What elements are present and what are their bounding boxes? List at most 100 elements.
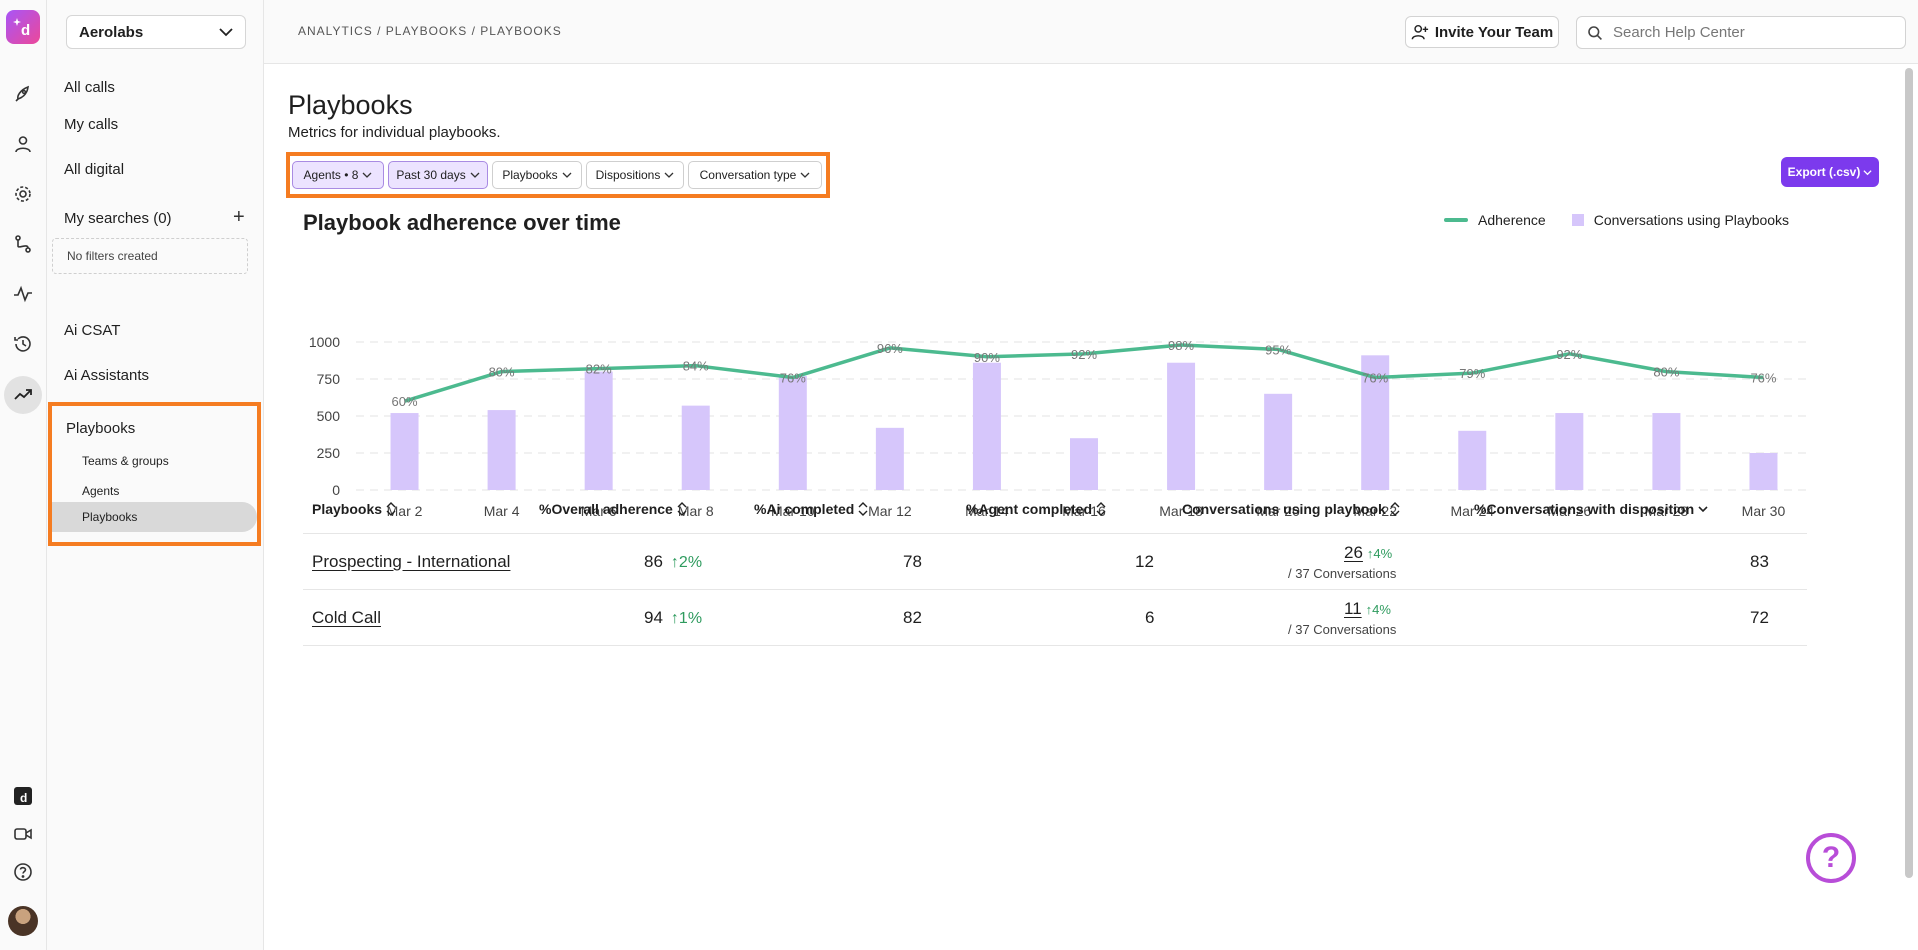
trending-up-icon[interactable] — [4, 376, 42, 414]
sidebar-item-playbooks[interactable]: Playbooks — [52, 502, 257, 532]
bar — [778, 376, 807, 490]
x-tick-label: Mar 8 — [678, 503, 714, 519]
sidebar-item-ai-csat[interactable]: Ai CSAT — [64, 322, 121, 339]
sidebar-item-agents[interactable]: Agents — [82, 484, 120, 498]
adherence-cell: 94 ↑1% — [644, 608, 702, 628]
bar — [875, 427, 904, 490]
filter-playbooks[interactable]: Playbooks — [492, 161, 582, 189]
data-label: 79% — [1459, 366, 1485, 381]
x-tick-label: Mar 10 — [771, 503, 815, 519]
legend-line-swatch — [1444, 218, 1468, 222]
conversations-link[interactable]: 11 — [1344, 599, 1362, 618]
export-csv-button[interactable]: Export (.csv) — [1781, 157, 1879, 187]
playbooks-table: Playbooks %Overall adherence %Ai complet… — [303, 484, 1807, 646]
sort-icon — [1390, 502, 1400, 516]
sidebar-item-ai-assistants[interactable]: Ai Assistants — [64, 367, 150, 384]
invite-team-button[interactable]: Invite Your Team — [1405, 16, 1559, 48]
sidebar-item-my-searches[interactable]: My searches (0) — [64, 210, 172, 227]
x-tick-label: Mar 28 — [1645, 503, 1689, 519]
ai-completed-value: 78 — [903, 552, 922, 571]
bar — [1070, 438, 1098, 490]
secondary-sidebar: Aerolabs All calls My calls All digital … — [47, 0, 264, 950]
sort-icon — [677, 502, 687, 516]
table-row: Cold Call 94 ↑1% 82 6 11 ↑4% / 37 Conversa… — [303, 590, 1807, 646]
filter-conversation-type[interactable]: Conversation type — [688, 161, 822, 189]
chevron-down-icon — [562, 172, 572, 178]
data-label: 76% — [1362, 371, 1388, 386]
filter-playbooks-label: Playbooks — [502, 168, 558, 182]
add-search-button[interactable]: + — [233, 206, 245, 228]
dialer-app-icon[interactable]: d — [10, 783, 36, 809]
search-icon — [1588, 25, 1602, 40]
col-conversations-using-playbook[interactable]: Conversations using playbook — [1182, 501, 1400, 517]
export-csv-label: Export (.csv) — [1787, 165, 1861, 179]
filter-agents-label: Agents • 8 — [303, 168, 359, 182]
bar — [1167, 362, 1196, 490]
col-overall-adherence[interactable]: %Overall adherence — [539, 501, 687, 517]
adherence-delta-value: 1% — [678, 610, 703, 627]
col-playbooks-label: Playbooks — [312, 501, 383, 517]
data-label: 95% — [1265, 342, 1291, 357]
org-select[interactable]: Aerolabs — [66, 15, 246, 49]
page-title: Playbooks — [288, 90, 413, 120]
page-scrollbar[interactable] — [1905, 68, 1913, 878]
y-tick-label: 500 — [317, 408, 341, 424]
sidebar-item-teams-groups[interactable]: Teams & groups — [82, 454, 169, 468]
chevron-down-icon — [219, 28, 233, 37]
video-icon[interactable] — [10, 821, 36, 847]
x-tick-label: Mar 16 — [1062, 503, 1106, 519]
sidebar-item-my-calls[interactable]: My calls — [64, 116, 119, 133]
playbook-link[interactable]: Cold Call — [312, 608, 381, 627]
conversations-delta: ↑4% — [1365, 602, 1391, 617]
search-input[interactable] — [1613, 24, 1893, 41]
help-circle-icon[interactable] — [10, 859, 36, 885]
sidebar-item-all-digital[interactable]: All digital — [64, 161, 125, 178]
rocket-icon[interactable] — [10, 81, 36, 107]
adherence-delta-value: 2% — [678, 554, 703, 571]
filter-dispositions[interactable]: Dispositions — [586, 161, 684, 189]
help-widget-button[interactable]: ? — [1806, 833, 1856, 883]
sidebar-item-all-calls[interactable]: All calls — [64, 79, 115, 96]
avatar[interactable] — [8, 906, 38, 936]
adherence-line — [404, 343, 1764, 403]
x-tick-label: Mar 4 — [484, 503, 520, 519]
filter-date-range-label: Past 30 days — [396, 168, 466, 182]
data-label: 80% — [1653, 365, 1679, 380]
gear-icon[interactable] — [10, 181, 36, 207]
x-tick-label: Mar 20 — [1256, 503, 1300, 519]
col-conversations-with-disposition[interactable]: %Conversations with disposition — [1474, 501, 1708, 517]
activity-icon[interactable] — [10, 281, 36, 307]
y-tick-label: 250 — [317, 445, 341, 461]
route-icon[interactable] — [10, 231, 36, 257]
table-header: Playbooks %Overall adherence %Ai complet… — [303, 484, 1807, 534]
sort-icon — [858, 502, 868, 516]
conversations-link[interactable]: 26 — [1344, 543, 1363, 562]
bar — [1749, 453, 1778, 490]
x-tick-label: Mar 2 — [387, 503, 423, 519]
breadcrumb: ANALYTICS / PLAYBOOKS / PLAYBOOKS — [298, 24, 562, 38]
data-label: 92% — [1071, 347, 1097, 362]
no-filters-placeholder: No filters created — [52, 238, 248, 274]
playbook-link[interactable]: Prospecting - International — [312, 552, 511, 571]
data-label: 76% — [780, 371, 806, 386]
history-icon[interactable] — [10, 331, 36, 357]
data-label: 98% — [1168, 338, 1194, 353]
sidebar-item-playbooks-group[interactable]: Playbooks — [66, 420, 136, 437]
top-bar: ANALYTICS / PLAYBOOKS / PLAYBOOKS Invite… — [264, 0, 1918, 64]
data-label: 84% — [683, 359, 709, 374]
data-label: 90% — [974, 350, 1000, 365]
col-playbooks[interactable]: Playbooks — [312, 501, 396, 517]
disposition-value: 72 — [1750, 608, 1769, 627]
col-ai-completed[interactable]: %Ai completed — [754, 501, 868, 517]
bar — [681, 405, 710, 490]
col-agent-completed[interactable]: %Agent completed — [966, 501, 1106, 517]
filter-agents[interactable]: Agents • 8 — [292, 161, 384, 189]
user-icon[interactable] — [10, 131, 36, 157]
conversations-delta-value: 4% — [1373, 546, 1393, 561]
app-logo-icon[interactable]: d — [6, 10, 40, 44]
search-help-center[interactable] — [1576, 16, 1906, 49]
agent-completed-value: 6 — [1145, 608, 1155, 627]
adherence-cell: 86 ↑2% — [644, 552, 702, 572]
filter-date-range[interactable]: Past 30 days — [388, 161, 488, 189]
legend-bar-swatch — [1571, 214, 1584, 226]
